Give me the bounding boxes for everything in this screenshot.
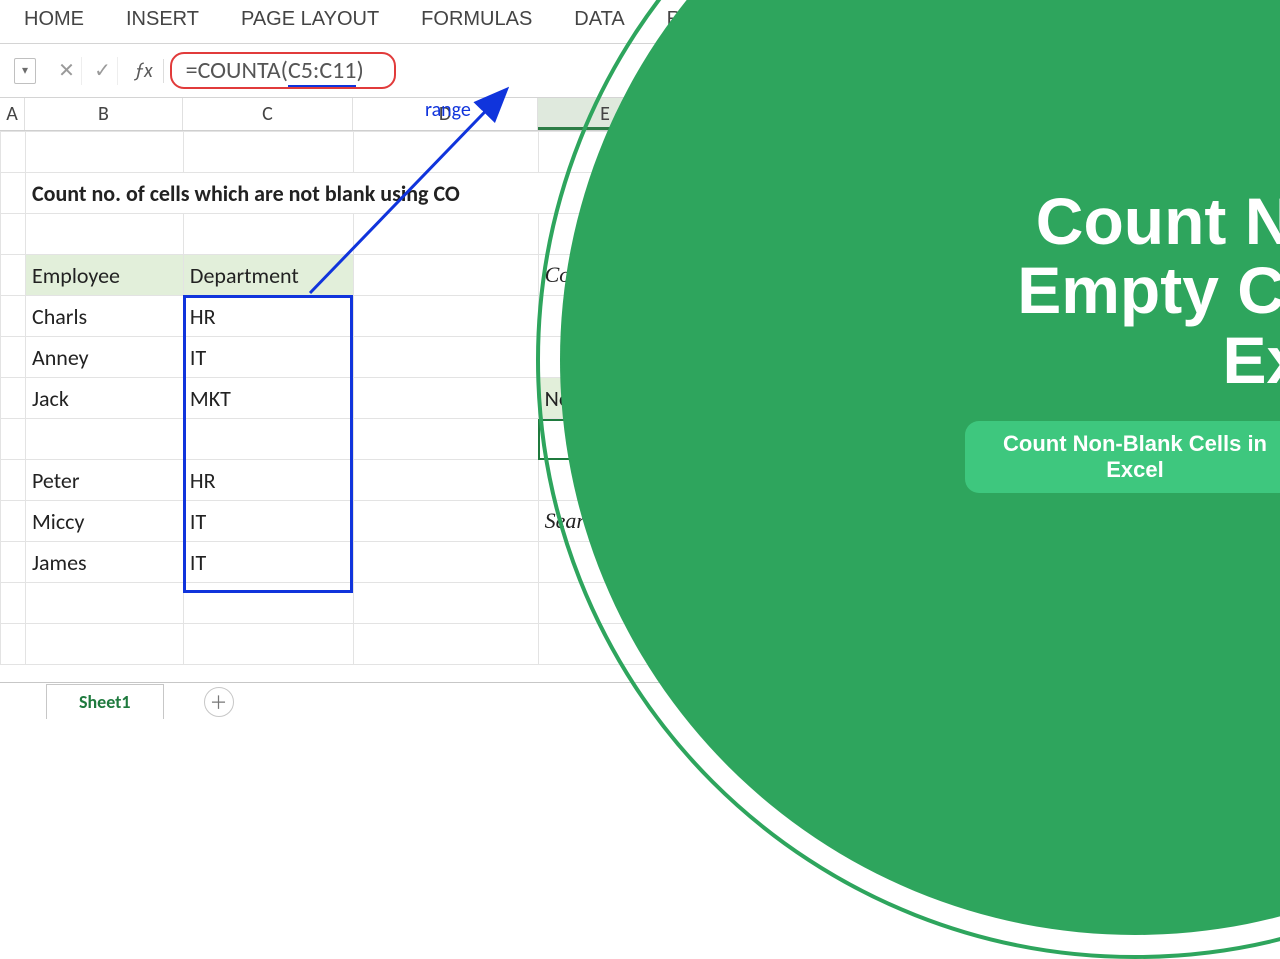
tab-data[interactable]: DATA xyxy=(568,6,630,33)
sheet-tab[interactable]: Sheet1 xyxy=(46,684,164,719)
col-B[interactable]: B xyxy=(25,98,183,130)
confirm-formula-btn[interactable]: ✓ xyxy=(88,57,118,85)
cell-emp-2[interactable]: Jack xyxy=(25,378,183,419)
col-C[interactable]: C xyxy=(183,98,353,130)
cell-emp-1[interactable]: Anney xyxy=(25,337,183,378)
cell-emp-5[interactable]: Miccy xyxy=(25,501,183,542)
cancel-formula-btn[interactable]: ✕ xyxy=(52,57,82,85)
tab-page-layout[interactable]: PAGE LAYOUT xyxy=(235,6,385,33)
cell-dep-0[interactable]: HR xyxy=(183,296,353,337)
formula-input[interactable]: =COUNTA(C5:C11) xyxy=(170,52,396,89)
tab-insert[interactable]: INSERT xyxy=(120,6,205,33)
cell-emp-0[interactable]: Charls xyxy=(25,296,183,337)
th-employee: Employee xyxy=(25,255,183,296)
cell-dep-5[interactable]: IT xyxy=(183,501,353,542)
cell-dep-6[interactable]: IT xyxy=(183,542,353,583)
overlay-subtitle: Count Non-Blank Cells in Excel xyxy=(965,421,1280,493)
namebox-dropdown[interactable]: ▾ xyxy=(14,58,36,84)
overlay-title: Count Non- Empty Cells Excel xyxy=(875,187,1280,395)
th-department: Department xyxy=(183,255,353,296)
overlay-graphic: Count Non- Empty Cells Excel Count Non-B… xyxy=(560,0,1280,935)
cell-dep-4[interactable]: HR xyxy=(183,460,353,501)
add-sheet-button[interactable]: ＋ xyxy=(204,687,234,717)
cell-emp-6[interactable]: James xyxy=(25,542,183,583)
range-annotation: range xyxy=(425,98,471,122)
cell-dep-3[interactable] xyxy=(183,419,353,460)
formula-prefix: =COUNTA( xyxy=(186,56,288,85)
col-A[interactable]: A xyxy=(0,98,25,130)
cell-emp-3[interactable] xyxy=(25,419,183,460)
tab-home[interactable]: HOME xyxy=(18,6,90,33)
formula-range: C5:C11 xyxy=(288,56,357,87)
cell-dep-1[interactable]: IT xyxy=(183,337,353,378)
formula-suffix: ) xyxy=(356,56,363,85)
fx-button[interactable]: ƒx xyxy=(124,59,164,83)
cell-emp-4[interactable]: Peter xyxy=(25,460,183,501)
tab-formulas[interactable]: FORMULAS xyxy=(415,6,538,33)
cell-dep-2[interactable]: MKT xyxy=(183,378,353,419)
